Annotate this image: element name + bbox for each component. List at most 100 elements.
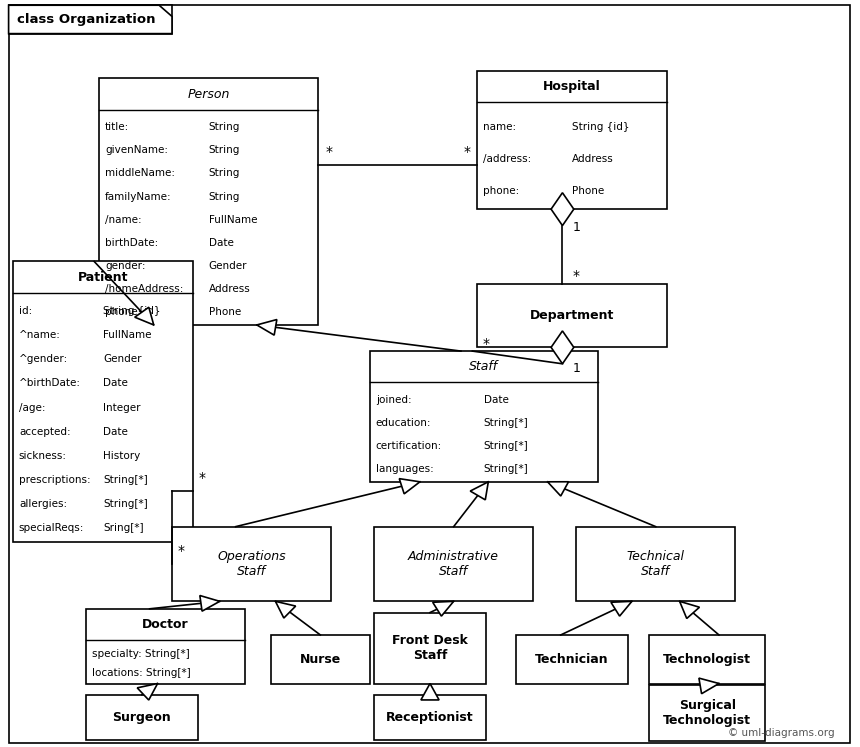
Text: certification:: certification: <box>376 441 442 451</box>
Bar <box>370 351 598 482</box>
Text: Operations
Staff: Operations Staff <box>218 550 286 578</box>
Polygon shape <box>699 678 719 694</box>
Polygon shape <box>470 482 488 500</box>
Text: /homeAddress:: /homeAddress: <box>105 284 183 294</box>
Text: FullName: FullName <box>103 330 151 340</box>
Polygon shape <box>433 601 454 616</box>
Polygon shape <box>399 479 420 494</box>
Text: Date: Date <box>103 427 128 437</box>
Text: FullName: FullName <box>208 214 257 225</box>
Text: Patient: Patient <box>78 270 128 284</box>
Text: familyName:: familyName: <box>105 191 171 202</box>
Text: Technician: Technician <box>535 653 609 666</box>
Text: Technical
Staff: Technical Staff <box>627 550 685 578</box>
Polygon shape <box>257 320 277 335</box>
Bar <box>649 685 765 741</box>
Text: Person: Person <box>187 87 230 101</box>
Text: /address:: /address: <box>483 154 531 164</box>
Text: Integer: Integer <box>103 403 141 412</box>
Polygon shape <box>421 684 439 700</box>
Text: givenName:: givenName: <box>105 146 168 155</box>
Text: accepted:: accepted: <box>19 427 71 437</box>
Bar <box>172 527 331 601</box>
Text: phone:: phone: <box>483 186 519 196</box>
Text: String: String <box>208 123 240 132</box>
Text: String {id}: String {id} <box>572 122 630 131</box>
Text: birthDate:: birthDate: <box>105 238 158 248</box>
Text: Administrative
Staff: Administrative Staff <box>408 550 499 578</box>
Text: id:: id: <box>19 306 32 316</box>
Text: ^name:: ^name: <box>19 330 61 340</box>
Text: ^birthDate:: ^birthDate: <box>19 379 81 388</box>
Text: ^gender:: ^gender: <box>19 354 68 365</box>
Text: *: * <box>177 544 184 558</box>
Bar <box>516 635 628 684</box>
Bar <box>576 527 735 601</box>
Text: Phone: Phone <box>572 186 604 196</box>
Text: Surgical
Technologist: Surgical Technologist <box>663 699 752 727</box>
Text: Staff: Staff <box>470 360 498 374</box>
Text: 1: 1 <box>573 221 580 235</box>
Text: *: * <box>325 145 332 159</box>
Text: Gender: Gender <box>208 261 247 271</box>
Bar <box>86 695 198 740</box>
Text: © uml-diagrams.org: © uml-diagrams.org <box>728 728 834 738</box>
Text: Department: Department <box>530 309 614 322</box>
Text: /name:: /name: <box>105 214 142 225</box>
Text: String: String <box>208 168 240 179</box>
Text: Date: Date <box>208 238 233 248</box>
Text: /age:: /age: <box>19 403 46 412</box>
Text: 1: 1 <box>573 362 580 375</box>
Text: sickness:: sickness: <box>19 451 67 461</box>
Bar <box>374 527 533 601</box>
Polygon shape <box>135 307 154 325</box>
Text: title:: title: <box>105 123 129 132</box>
Bar <box>271 635 370 684</box>
Text: Address: Address <box>208 284 250 294</box>
Text: Receptionist: Receptionist <box>386 710 474 724</box>
Bar <box>374 695 486 740</box>
Bar <box>477 71 666 209</box>
Text: *: * <box>464 145 470 159</box>
Text: String[*]: String[*] <box>483 464 529 474</box>
Text: gender:: gender: <box>105 261 145 271</box>
Bar <box>374 613 486 684</box>
Text: History: History <box>103 451 140 461</box>
Polygon shape <box>200 595 220 611</box>
Text: joined:: joined: <box>376 395 411 405</box>
Bar <box>9 5 172 34</box>
Text: Date: Date <box>483 395 508 405</box>
Text: Gender: Gender <box>103 354 142 365</box>
Bar <box>649 635 765 684</box>
Text: Front Desk
Staff: Front Desk Staff <box>392 634 468 662</box>
Text: education:: education: <box>376 418 432 428</box>
Text: String: String <box>208 146 240 155</box>
Text: languages:: languages: <box>376 464 433 474</box>
Bar <box>86 609 245 684</box>
Text: specialReqs:: specialReqs: <box>19 524 84 533</box>
Text: Sring[*]: Sring[*] <box>103 524 144 533</box>
Polygon shape <box>138 684 157 700</box>
Text: specialty: String[*]: specialty: String[*] <box>92 649 190 660</box>
Text: String[*]: String[*] <box>483 418 529 428</box>
Text: *: * <box>482 337 489 350</box>
Polygon shape <box>551 331 574 364</box>
Polygon shape <box>9 5 172 34</box>
Text: middleName:: middleName: <box>105 168 175 179</box>
Text: String {id}: String {id} <box>103 306 161 316</box>
Polygon shape <box>551 193 574 226</box>
Polygon shape <box>611 601 632 616</box>
Text: *: * <box>199 471 206 486</box>
Text: String: String <box>208 191 240 202</box>
Text: Technologist: Technologist <box>663 653 752 666</box>
Text: Doctor: Doctor <box>142 618 189 631</box>
Text: Phone: Phone <box>208 307 241 317</box>
Text: Nurse: Nurse <box>300 653 341 666</box>
Bar <box>477 284 666 347</box>
Text: locations: String[*]: locations: String[*] <box>92 668 191 678</box>
Polygon shape <box>679 601 699 619</box>
Polygon shape <box>548 482 568 496</box>
Text: class Organization: class Organization <box>17 13 156 26</box>
Text: Hospital: Hospital <box>543 80 601 93</box>
Text: Date: Date <box>103 379 128 388</box>
